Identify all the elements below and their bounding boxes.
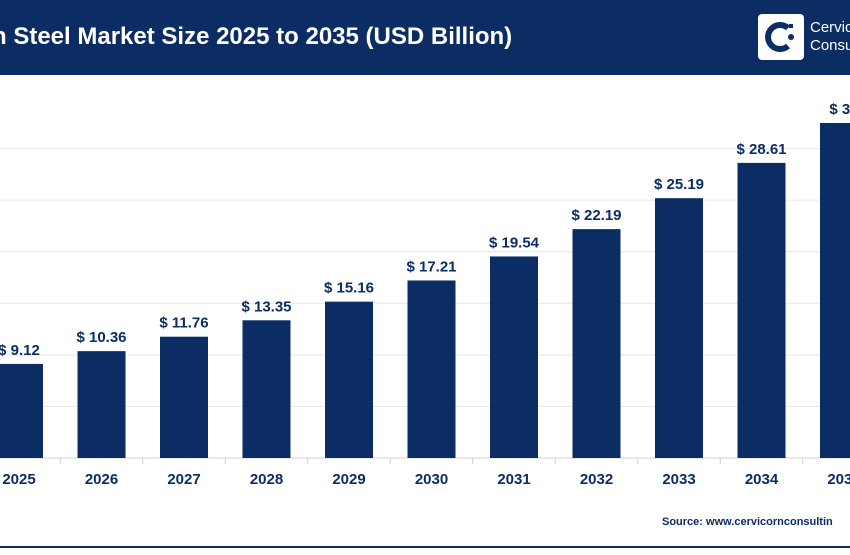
data-label-2026: $ 10.36 — [76, 329, 126, 346]
x-tick-label-2035: 2035 — [827, 471, 850, 488]
data-label-2033: $ 25.19 — [654, 176, 704, 193]
logo-icon — [758, 14, 804, 60]
bar-2033 — [655, 198, 703, 458]
brand-logo: Cervic Consu — [758, 14, 850, 62]
data-label-2027: $ 11.76 — [159, 315, 208, 332]
x-tick-label-2025: 2025 — [2, 471, 35, 488]
bar-2029 — [325, 301, 373, 458]
bar-2030 — [407, 280, 456, 458]
logo-text: Cervic Consu — [810, 19, 850, 55]
bar-2025 — [0, 363, 43, 458]
logo-text-line1: Cervic — [810, 19, 850, 36]
bar-2027 — [160, 336, 208, 458]
bar-2035 — [820, 122, 850, 458]
logo-text-line2: Consu — [810, 37, 850, 54]
x-tick-label-2032: 2032 — [580, 471, 613, 488]
title-banner: n Steel Market Size 2025 to 2035 (USD Bi… — [0, 0, 850, 75]
bar-2034 — [737, 162, 786, 458]
x-tick-label-2026: 2026 — [85, 471, 118, 488]
plot-area: $ 9.12 2025 $ 10.36 2026 $ 11.76 2027 $ 13.35 2… — [0, 75, 850, 550]
data-label-2035: $ 32 — [829, 101, 850, 118]
x-tick-label-2034: 2034 — [745, 471, 779, 488]
x-tick-label-2030: 2030 — [415, 471, 448, 488]
data-label-2025: $ 9.12 — [0, 342, 40, 359]
data-label-2030: $ 17.21 — [406, 258, 456, 275]
source-note: Source: www.cervicornconsultin — [662, 516, 833, 528]
bar-2031 — [490, 256, 538, 458]
chart-title: n Steel Market Size 2025 to 2035 (USD Bi… — [0, 23, 513, 50]
bar-chart: $ 9.12 2025 $ 10.36 2026 $ 11.76 2027 $ 13.35 2… — [0, 101, 850, 488]
x-tick-label-2028: 2028 — [250, 471, 283, 488]
data-label-2029: $ 15.16 — [324, 280, 374, 297]
bottom-divider — [0, 546, 850, 548]
data-label-2032: $ 22.19 — [571, 207, 621, 224]
data-label-2031: $ 19.54 — [489, 234, 540, 251]
bar-2026 — [77, 351, 126, 458]
x-tick-label-2033: 2033 — [662, 471, 695, 488]
x-tick-label-2029: 2029 — [332, 471, 365, 488]
bar-2028 — [242, 320, 291, 458]
x-tick-label-2031: 2031 — [497, 471, 530, 488]
x-tick-label-2027: 2027 — [167, 471, 200, 488]
data-label-2028: $ 13.35 — [241, 298, 291, 315]
data-label-2034: $ 28.61 — [736, 141, 786, 158]
bar-2032 — [572, 229, 621, 458]
